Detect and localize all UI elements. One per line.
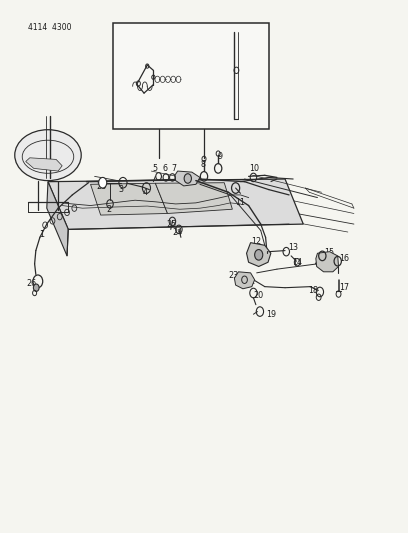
Circle shape [184, 174, 191, 183]
Bar [113, 22, 269, 128]
Polygon shape [48, 179, 303, 229]
Text: 3: 3 [118, 185, 124, 194]
Text: 11: 11 [235, 198, 246, 207]
Text: 7: 7 [171, 164, 176, 173]
Text: 15: 15 [324, 248, 335, 257]
Text: 6: 6 [162, 164, 167, 173]
Text: 27: 27 [142, 115, 152, 124]
Circle shape [255, 249, 263, 260]
Text: 14: 14 [292, 258, 302, 266]
Polygon shape [175, 171, 200, 186]
Text: 4114  4300: 4114 4300 [28, 22, 71, 31]
Circle shape [33, 284, 39, 292]
Text: 21: 21 [246, 277, 256, 286]
Text: 19: 19 [266, 310, 276, 319]
Text: 5: 5 [153, 164, 158, 173]
Text: 28: 28 [97, 182, 107, 191]
Polygon shape [316, 252, 339, 272]
Text: 8: 8 [201, 160, 206, 168]
Text: 16: 16 [339, 254, 349, 263]
Polygon shape [47, 182, 68, 256]
Polygon shape [246, 243, 271, 266]
Text: 1: 1 [40, 230, 44, 239]
Text: 12: 12 [234, 103, 243, 112]
Polygon shape [26, 158, 62, 171]
Text: 7: 7 [122, 111, 127, 120]
Polygon shape [234, 272, 255, 289]
Text: 20: 20 [254, 291, 264, 300]
Ellipse shape [15, 130, 81, 181]
Text: 23: 23 [228, 271, 239, 280]
Text: 13: 13 [288, 244, 298, 253]
Text: 4: 4 [143, 188, 148, 197]
Polygon shape [91, 183, 168, 215]
Circle shape [99, 177, 107, 188]
Text: 25: 25 [166, 220, 177, 229]
Text: 17: 17 [339, 283, 349, 292]
Text: 9: 9 [217, 152, 223, 161]
Text: 12: 12 [252, 237, 262, 246]
Polygon shape [155, 183, 233, 214]
Text: 10: 10 [250, 164, 259, 173]
Text: 26: 26 [26, 279, 36, 288]
Text: 2: 2 [106, 205, 111, 214]
Text: 22: 22 [237, 277, 247, 286]
Text: 18: 18 [308, 286, 318, 295]
Text: 24: 24 [173, 228, 183, 237]
